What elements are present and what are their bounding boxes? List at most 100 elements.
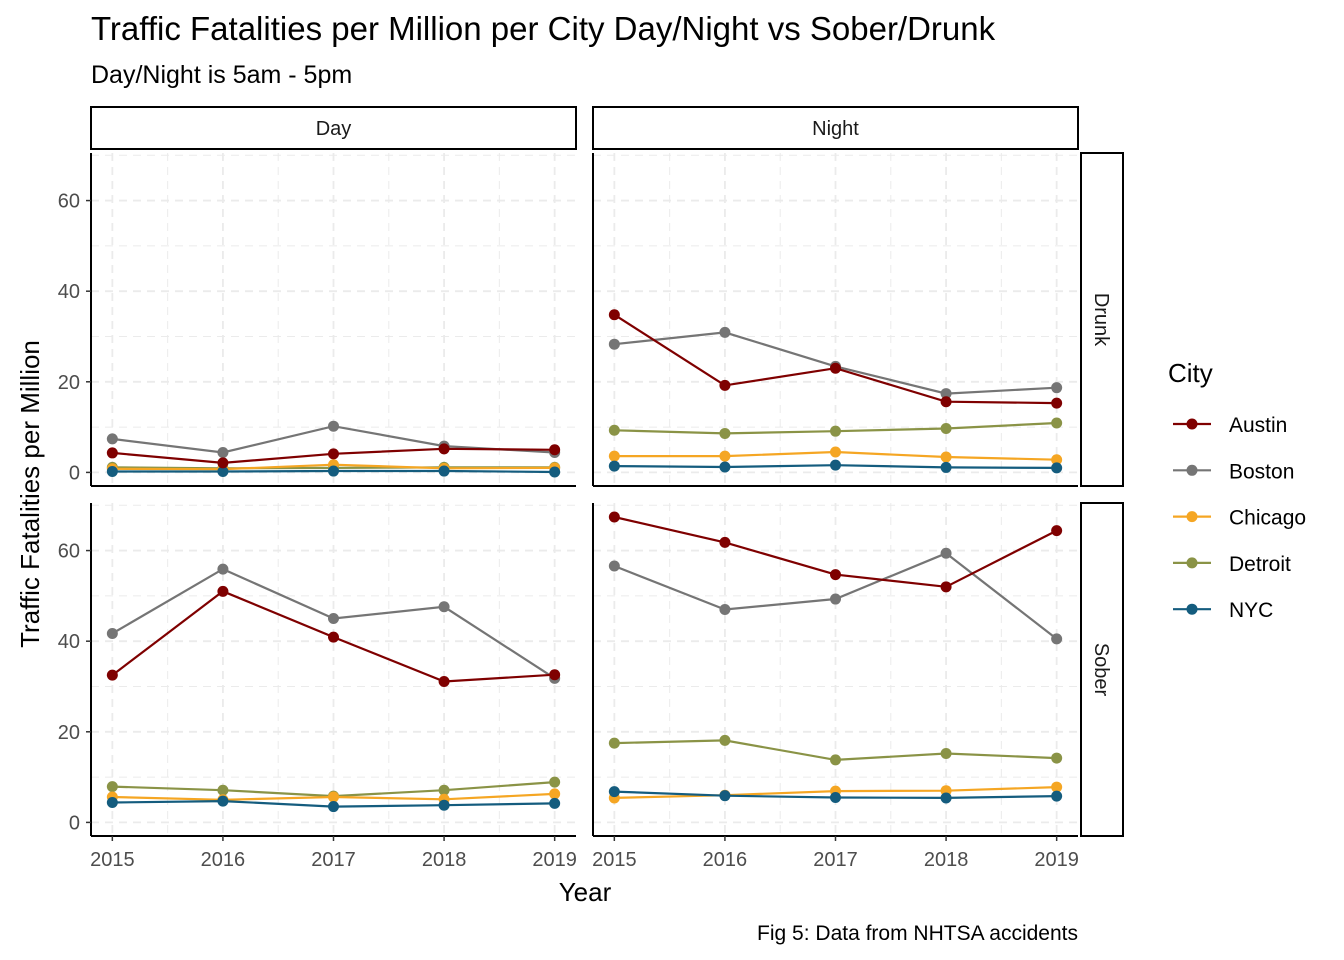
y-tick-label: 60 (58, 541, 80, 563)
series-detroit (608, 417, 1063, 439)
strip-sober: Sober (1080, 502, 1124, 837)
legend-item-chicago: Chicago (1173, 507, 1306, 530)
strip-box (1080, 152, 1124, 487)
data-point-nyc (438, 799, 450, 811)
data-point-detroit (438, 784, 450, 796)
facet-panels: Day Night Drunk Sober 0 20 40 60 0 20 40 60 2015 2016… (58, 106, 1124, 871)
data-point-austin (940, 396, 952, 408)
series-nyc (608, 459, 1063, 474)
data-point-boston (217, 563, 229, 575)
data-point-nyc (719, 790, 731, 802)
series-boston (106, 563, 561, 684)
data-point-nyc (1051, 790, 1063, 802)
legend-label: Boston (1229, 460, 1294, 483)
x-tick-label: 2018 (924, 849, 969, 871)
y-tick-label: 40 (58, 631, 80, 653)
data-point-nyc (217, 466, 229, 478)
strip-box (592, 106, 1079, 150)
data-point-chicago (1051, 781, 1063, 793)
strip-box (1080, 502, 1124, 837)
data-point-boston (719, 326, 731, 338)
series-chicago (608, 446, 1063, 466)
data-point-boston (106, 627, 118, 639)
data-point-detroit (1051, 417, 1063, 429)
legend-key-point (1186, 418, 1198, 430)
data-point-austin (719, 536, 731, 548)
strip-day: Day (90, 106, 577, 150)
legend-item-nyc: NYC (1173, 599, 1273, 622)
data-point-boston (217, 446, 229, 458)
series-nyc (106, 795, 561, 813)
x-tick-label: 2019 (1034, 849, 1079, 871)
data-point-nyc (940, 792, 952, 804)
panel-night-drunk (592, 153, 1078, 487)
data-point-nyc (549, 797, 561, 809)
data-point-austin (217, 457, 229, 469)
data-point-austin (328, 631, 339, 643)
strip-night: Night (592, 106, 1079, 150)
data-point-austin (1051, 525, 1063, 537)
data-point-boston (608, 560, 620, 572)
strip-box (90, 106, 577, 150)
data-point-chicago (940, 451, 952, 463)
data-point-austin (106, 669, 118, 681)
legend-item-austin: Austin (1173, 414, 1287, 437)
data-point-detroit (940, 422, 952, 434)
legend-item-detroit: Detroit (1173, 553, 1291, 576)
x-axis-title: Year (559, 877, 612, 907)
y-tick-label: 40 (58, 281, 80, 303)
legend: City Austin Boston Chicago Detroit NYC (1168, 358, 1306, 622)
data-point-austin (1051, 397, 1063, 409)
strip-label: Sober (1090, 643, 1112, 697)
data-point-detroit (940, 748, 952, 760)
data-point-austin (608, 309, 620, 321)
data-point-boston (940, 547, 952, 559)
data-point-nyc (608, 460, 620, 472)
data-point-boston (328, 420, 339, 432)
data-point-detroit (217, 784, 229, 796)
data-point-detroit (830, 425, 841, 437)
data-point-detroit (608, 737, 620, 749)
data-point-austin (608, 511, 620, 523)
data-point-detroit (719, 734, 731, 746)
y-tick-label: 20 (58, 372, 80, 394)
data-point-austin (830, 569, 841, 581)
data-point-boston (106, 433, 118, 445)
data-point-nyc (106, 796, 118, 808)
data-point-detroit (1051, 752, 1063, 764)
panel-night-sober: 2015 2016 2017 2018 2019 (592, 503, 1079, 871)
data-point-chicago (830, 446, 841, 458)
legend-key-point (1186, 511, 1198, 523)
legend-key-point (1186, 464, 1198, 476)
data-point-nyc (940, 461, 952, 473)
data-point-nyc (830, 459, 841, 471)
panel-day-sober: 0 20 40 60 2015 2016 2017 2018 2019 (58, 503, 577, 871)
data-point-austin (830, 362, 841, 374)
series-boston (608, 547, 1063, 645)
data-point-nyc (719, 461, 731, 473)
y-tick-label: 0 (69, 462, 80, 484)
data-point-nyc (217, 795, 229, 807)
strip-label: Day (316, 118, 352, 140)
data-point-austin (438, 443, 450, 455)
legend-key-point (1186, 603, 1198, 615)
chart-title: Traffic Fatalities per Million per City … (91, 10, 996, 47)
legend-label: NYC (1229, 599, 1273, 622)
x-tick-label: 2016 (703, 849, 748, 871)
data-point-austin (549, 669, 561, 681)
series-detroit (608, 734, 1063, 766)
y-axis-title: Traffic Fatalities per Million (15, 340, 45, 648)
data-point-chicago (328, 791, 339, 803)
legend-label: Detroit (1229, 553, 1291, 576)
chart-caption: Fig 5: Data from NHTSA accidents (757, 922, 1078, 945)
data-point-boston (1051, 382, 1063, 394)
legend-key-point (1186, 557, 1198, 569)
data-point-nyc (549, 466, 561, 478)
series-austin (608, 511, 1063, 593)
data-point-austin (217, 585, 229, 597)
data-point-detroit (719, 427, 731, 439)
x-tick-label: 2017 (311, 849, 356, 871)
data-point-austin (328, 448, 339, 460)
x-tick-label: 2016 (201, 849, 246, 871)
data-point-nyc (608, 786, 620, 798)
